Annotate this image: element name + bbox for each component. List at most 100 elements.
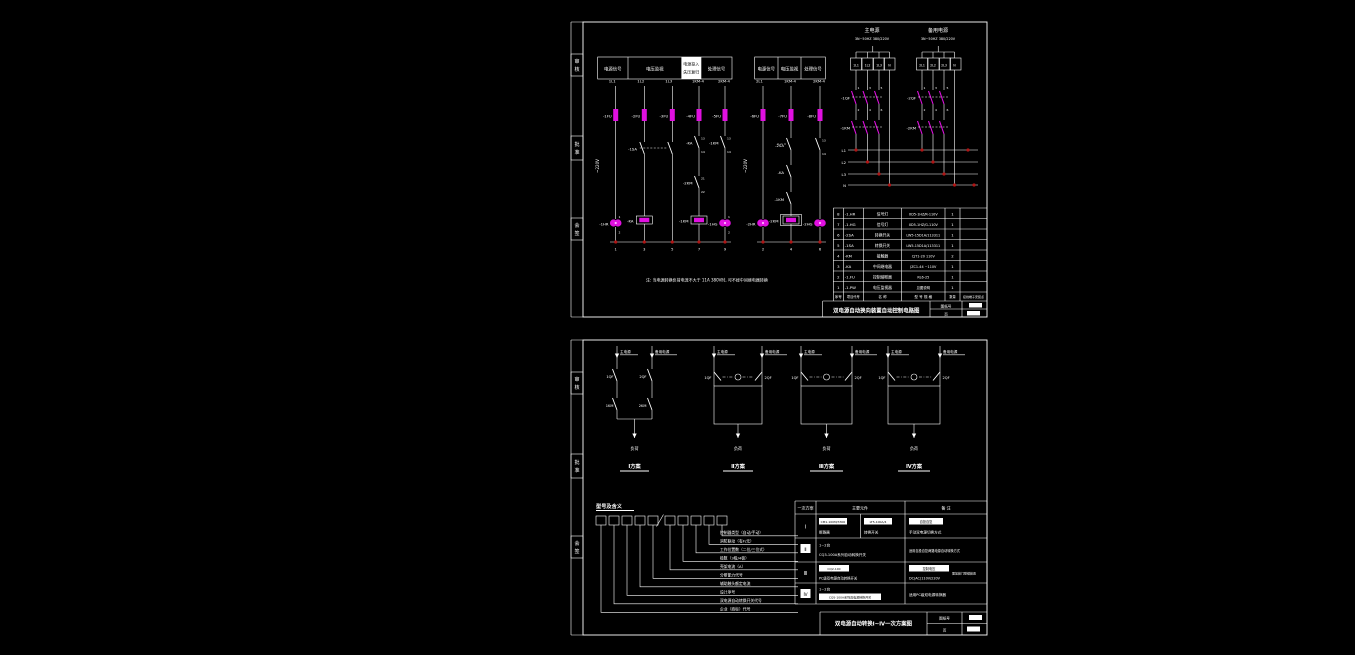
scheme-1: 主电源 备用电源 1QF 1KM 2QF 2KM 负荷 Ⅰ方案: [606, 346, 677, 472]
svg-text:5: 5: [837, 243, 840, 248]
control-ladder-left: 电源信号 电压监视 电源投入 失压复归 处理信号 1L1 1L2 1L3 1KM…: [595, 56, 733, 252]
contact-number: 22: [701, 190, 705, 194]
sheet-no-value: [969, 615, 982, 620]
column-label: 1KM-4: [784, 79, 797, 84]
contactor-contact: [815, 137, 821, 151]
breaker-pole: [873, 90, 880, 105]
device-label: -1HR: [599, 222, 609, 227]
svg-text:型 号 规 格: 型 号 规 格: [914, 294, 932, 299]
terminal-label: 1L1: [853, 64, 859, 68]
device-label: -KA: [627, 219, 634, 224]
terminal-number: 1: [728, 215, 730, 219]
wire-number: 6: [819, 248, 822, 252]
header-label: 电源信号: [758, 66, 776, 73]
svg-text:-2SA: -2SA: [845, 233, 854, 238]
svg-text:消防联动（有F/无）: 消防联动（有F/无）: [720, 539, 754, 544]
svg-text:信号灯: 信号灯: [877, 212, 889, 217]
cell-text: PC级双电源自动转换开关: [819, 576, 858, 581]
invert-header-line: 失压复归: [683, 69, 699, 75]
scheme-3: 主电源 备用电源 1QF 2QF 负荷 Ⅲ方案: [791, 346, 877, 472]
cell-text: DC(AC)110V/220V: [909, 577, 941, 581]
device-label: -2KM: [906, 126, 916, 131]
terminal-label: 2L2: [930, 64, 936, 68]
svg-text:6: 6: [837, 233, 840, 238]
sheet-no-label: 图纸号: [941, 303, 952, 308]
model-meaning-labels: 控制器类型（自动/手动） 消防联动（有F/无） 工作位置数（二位/三位式） 极数…: [720, 530, 767, 612]
scheme-cell: Ⅰ: [805, 525, 806, 531]
device-label: -2KM: [769, 219, 779, 224]
margin-tab-char: 准: [574, 149, 579, 156]
fuse-symbol: [722, 107, 728, 123]
contactor-coil: [782, 215, 800, 225]
sheet2-frame: 审 核 批 准 会 签: [570, 339, 988, 636]
svg-text:数量: 数量: [949, 294, 956, 299]
margin-tab-char: 批: [574, 141, 579, 148]
contactor-pole: [873, 120, 880, 135]
svg-text:XD5-1HZ/G-110V: XD5-1HZ/G-110V: [909, 223, 939, 227]
contactor-contact: [720, 135, 726, 149]
scheme-table: 一次方案 主要元件 备 注 Ⅰ CM1-100M/3300 断路器 LT5-10…: [794, 500, 988, 605]
interlock-symbol: [910, 373, 918, 381]
drawing-note: 注: 当电源转换负荷电流不大于 11A 380V时, 可不经中间继电器转换: [646, 277, 768, 283]
invert-header-line: 电源投入: [683, 61, 699, 67]
contact-number: 13: [822, 139, 826, 143]
switch-label: 2QF: [855, 376, 862, 380]
svg-text:-1.PW: -1.PW: [845, 285, 856, 290]
fuse-label: -5FU: [712, 114, 721, 119]
titleblock: 双电源自动换向装置自动控制电路图 图纸号 页: [822, 301, 987, 317]
contact-number: 13: [701, 137, 705, 141]
margin-tab-char: 批: [574, 459, 579, 466]
contact-label: -2KM: [683, 181, 693, 186]
pole-number: 1: [858, 86, 860, 90]
switch-label: 1QF: [791, 376, 798, 380]
wire-number: 9: [724, 248, 727, 252]
svg-text:信号灯: 信号灯: [877, 222, 889, 227]
wire-number: 4: [790, 248, 793, 252]
sheet-no-value: [969, 303, 982, 308]
switch-label: 1KM: [606, 404, 614, 408]
svg-text:设计序号: 设计序号: [720, 590, 735, 595]
backup-source-label: 备用电源: [765, 349, 780, 354]
table-header: 主要元件: [852, 505, 868, 511]
device-label: -2HG: [803, 222, 813, 227]
svg-text:分断能力代号: 分断能力代号: [720, 573, 743, 578]
svg-text:1: 1: [951, 243, 954, 248]
column-label: 1L1: [609, 79, 617, 84]
fuse-label: -1FU: [603, 114, 612, 119]
backup-power-spec: 3N~50HZ 380/220V: [921, 37, 956, 41]
drawing-title: 双电源自动转换Ⅰ~Ⅳ一次方案图: [835, 620, 913, 628]
terminal-number: 1: [619, 215, 621, 219]
svg-text:LW5-15D1A/113311: LW5-15D1A/113311: [906, 234, 940, 238]
contact-number: 21: [701, 177, 705, 181]
cell-side-text: 需加装门联锁装置: [952, 571, 976, 576]
svg-text:转换开关: 转换开关: [875, 243, 890, 248]
svg-text:1: 1: [951, 233, 954, 238]
load-label: 负荷: [734, 445, 742, 451]
main-source-label: 主电源: [804, 349, 815, 354]
pole-number: 6: [947, 108, 949, 112]
svg-text:-KA: -KA: [845, 264, 852, 269]
contact-label: -KA: [778, 170, 785, 175]
sheet-no-label: 图纸号: [939, 616, 950, 621]
pole-number: 3: [869, 86, 871, 90]
svg-text:序号: 序号: [835, 294, 843, 299]
indicator-lamp: [814, 219, 826, 227]
margin-tab-char: 签: [574, 548, 579, 555]
page-label: 页: [944, 312, 948, 317]
device-label: -1QF: [841, 96, 850, 101]
backup-source-label: 备用电源: [655, 349, 670, 354]
contact-label: -2SA: [775, 143, 784, 148]
model-meaning: 型号及含义 控制器类型（自动/手动） 消防联动（有F/无） 工作位置数（二位/三…: [595, 502, 798, 613]
fuse-symbol: [669, 107, 676, 123]
svg-text:壳架电流（A）: 壳架电流（A）: [720, 564, 745, 569]
svg-text:-1.HG: -1.HG: [845, 222, 856, 227]
switch-label: 2QF: [639, 375, 646, 379]
svg-text:-1.FU: -1.FU: [845, 275, 855, 280]
svg-text:7: 7: [837, 222, 840, 227]
contactor-pole: [916, 120, 923, 135]
svg-text:4: 4: [837, 254, 840, 259]
bom-row: 8 -1.HR 信号灯 XD5-1HZ/R-110V 1 7 -1.HG 信号灯 XD5-1H…: [837, 212, 954, 291]
page-value: [967, 626, 980, 632]
main-power-spec: 3N~50HZ 380/220V: [855, 37, 890, 41]
relay-coil: [635, 215, 653, 225]
